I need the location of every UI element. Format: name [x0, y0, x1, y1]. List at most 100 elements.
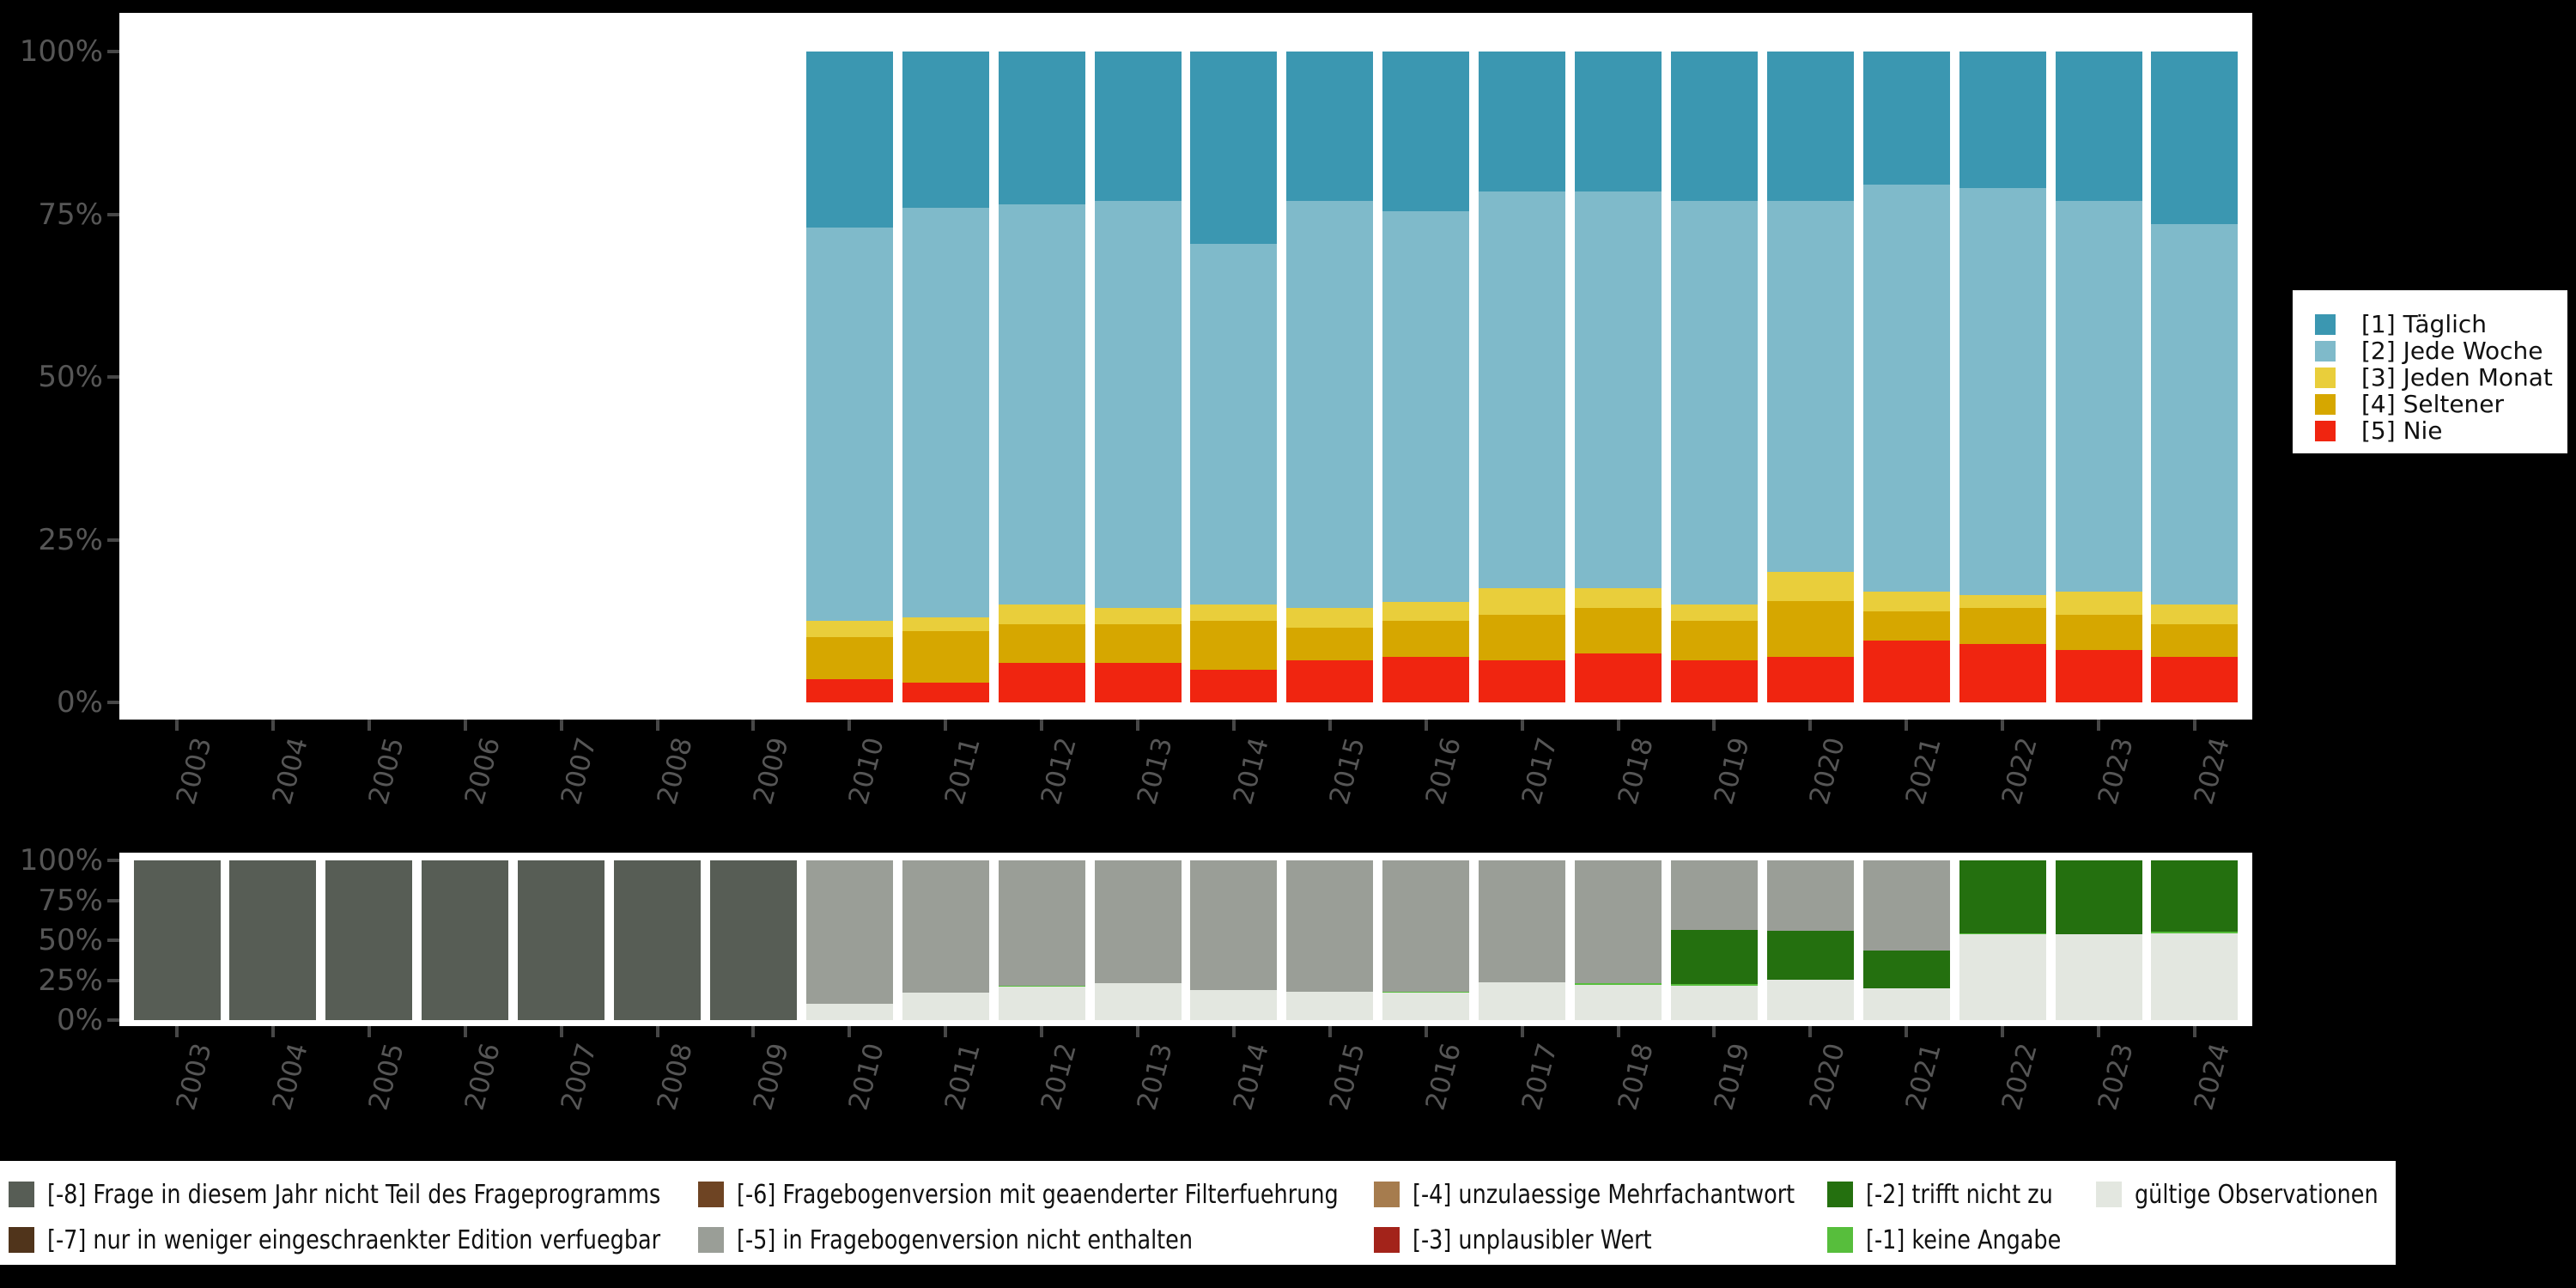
legend-entry-label: [4] Seltener: [2361, 390, 2505, 418]
x-axis-year-label: 2019: [1708, 734, 1756, 808]
x-axis-year-label: 2020: [1803, 734, 1852, 808]
x-axis-year-label: 2020: [1803, 1040, 1852, 1114]
bar-segment: [1479, 52, 1566, 191]
x-axis-year-label: 2017: [1516, 1040, 1564, 1114]
x-axis-year-label: 2018: [1612, 1040, 1660, 1114]
bar-segment: [1670, 621, 1758, 660]
y-axis-tick: [107, 212, 119, 216]
missing-legend-entry: [-7] nur in weniger eingeschraenkter Edi…: [9, 1225, 769, 1255]
bar-segment: [2151, 52, 2239, 224]
bar-segment: [1959, 934, 2046, 1020]
bar-segment: [1575, 608, 1662, 654]
bar-segment: [998, 986, 1085, 1020]
x-axis-tick: [751, 1026, 756, 1037]
bar-segment: [1670, 984, 1758, 986]
x-axis-tick: [559, 1026, 563, 1037]
bar-segment: [2055, 592, 2142, 615]
x-axis-tick: [1616, 1026, 1620, 1037]
x-axis-tick: [848, 1026, 852, 1037]
bar-segment: [1094, 663, 1182, 702]
x-axis-tick: [2001, 720, 2005, 731]
x-axis-tick: [1808, 720, 1813, 731]
x-axis-tick: [1231, 720, 1236, 731]
bar-segment: [133, 860, 221, 1020]
bar-segment: [998, 605, 1085, 625]
bar-segment: [1959, 52, 2046, 189]
legend-swatch: [1827, 1227, 1853, 1253]
missing-legend-entry: [-2] trifft nicht zu: [1827, 1180, 2086, 1210]
x-axis-tick: [1905, 1026, 1909, 1037]
x-axis-year-label: 2023: [2092, 734, 2140, 808]
x-axis-year-label: 2008: [651, 1040, 699, 1114]
bar-segment: [1575, 588, 1662, 609]
missing-bar-2011: [902, 860, 989, 1020]
bottom-chart-panel: [119, 853, 2252, 1026]
bar-segment: [1479, 191, 1566, 589]
x-axis-tick: [1905, 720, 1909, 731]
missing-bar-2004: [229, 860, 317, 1020]
distribution-bar-2021: [1862, 52, 1950, 702]
missing-legend-label: [-6] Fragebogenversion mit geaenderter F…: [737, 1179, 1339, 1210]
x-axis-year-label: 2003: [170, 1040, 218, 1114]
bar-segment: [1766, 601, 1854, 657]
y-axis-label: 75%: [38, 883, 103, 918]
x-axis-year-label: 2009: [747, 1040, 795, 1114]
bar-segment: [229, 860, 317, 1020]
x-axis-tick: [367, 720, 371, 731]
bar-segment: [1286, 201, 1374, 609]
x-axis-tick: [559, 720, 563, 731]
bar-segment: [1382, 601, 1470, 622]
y-axis-tick: [107, 978, 119, 982]
bar-segment: [1575, 860, 1662, 984]
x-axis-year-label: 2018: [1612, 734, 1660, 808]
distribution-bar-2012: [998, 52, 1085, 702]
bar-segment: [1190, 989, 1278, 1020]
bar-segment: [805, 637, 893, 680]
bar-segment: [902, 630, 989, 683]
missing-legend-label: [-3] unplausibler Wert: [1413, 1224, 1652, 1255]
bar-segment: [1479, 860, 1566, 983]
bar-segment: [1190, 605, 1278, 622]
bar-segment: [614, 860, 701, 1020]
legend-entry: [5] Nie: [2315, 416, 2567, 445]
missing-bar-2010: [805, 860, 893, 1020]
bar-segment: [1670, 929, 1758, 985]
x-axis-tick: [1424, 720, 1428, 731]
distribution-bar-2013: [1094, 52, 1182, 702]
bar-segment: [998, 204, 1085, 605]
missing-bar-2003: [133, 860, 221, 1020]
legend-swatch: [698, 1182, 724, 1207]
y-axis-label: 25%: [38, 522, 103, 557]
missing-bar-2012: [998, 860, 1085, 1020]
bar-segment: [2055, 614, 2142, 651]
x-axis-year-label: 2007: [555, 734, 603, 808]
y-axis-tick: [107, 538, 119, 542]
missing-bar-2006: [422, 860, 509, 1020]
x-axis-year-label: 2011: [939, 734, 987, 808]
missing-legend-label: [-8] Frage in diesem Jahr nicht Teil des…: [47, 1179, 661, 1210]
bar-segment: [902, 617, 989, 631]
bar-segment: [1670, 52, 1758, 202]
x-axis-tick: [1136, 720, 1139, 731]
distribution-bar-2022: [1959, 52, 2046, 702]
bar-segment: [805, 860, 893, 1005]
legend-swatch: [2315, 313, 2336, 335]
bar-segment: [998, 860, 1085, 986]
bar-segment: [1190, 621, 1278, 671]
x-axis-year-label: 2016: [1419, 1040, 1467, 1114]
y-axis-tick: [107, 859, 119, 862]
bar-segment: [1382, 993, 1470, 1020]
missing-bar-2017: [1479, 860, 1566, 1020]
bar-segment: [2151, 624, 2239, 657]
bar-segment: [1862, 860, 1950, 951]
missing-bar-2016: [1382, 860, 1470, 1020]
distribution-bar-2020: [1766, 52, 1854, 702]
x-axis-year-label: 2014: [1227, 734, 1275, 808]
distribution-bar-2024: [2151, 52, 2239, 702]
bar-segment: [1286, 991, 1374, 1020]
missing-legend-label: [-5] in Fragebogenversion nicht enthalte…: [737, 1224, 1194, 1255]
bar-segment: [1670, 659, 1758, 702]
x-axis-year-label: 2004: [266, 734, 314, 808]
x-axis-tick: [463, 1026, 467, 1037]
x-axis-tick: [1327, 1026, 1332, 1037]
